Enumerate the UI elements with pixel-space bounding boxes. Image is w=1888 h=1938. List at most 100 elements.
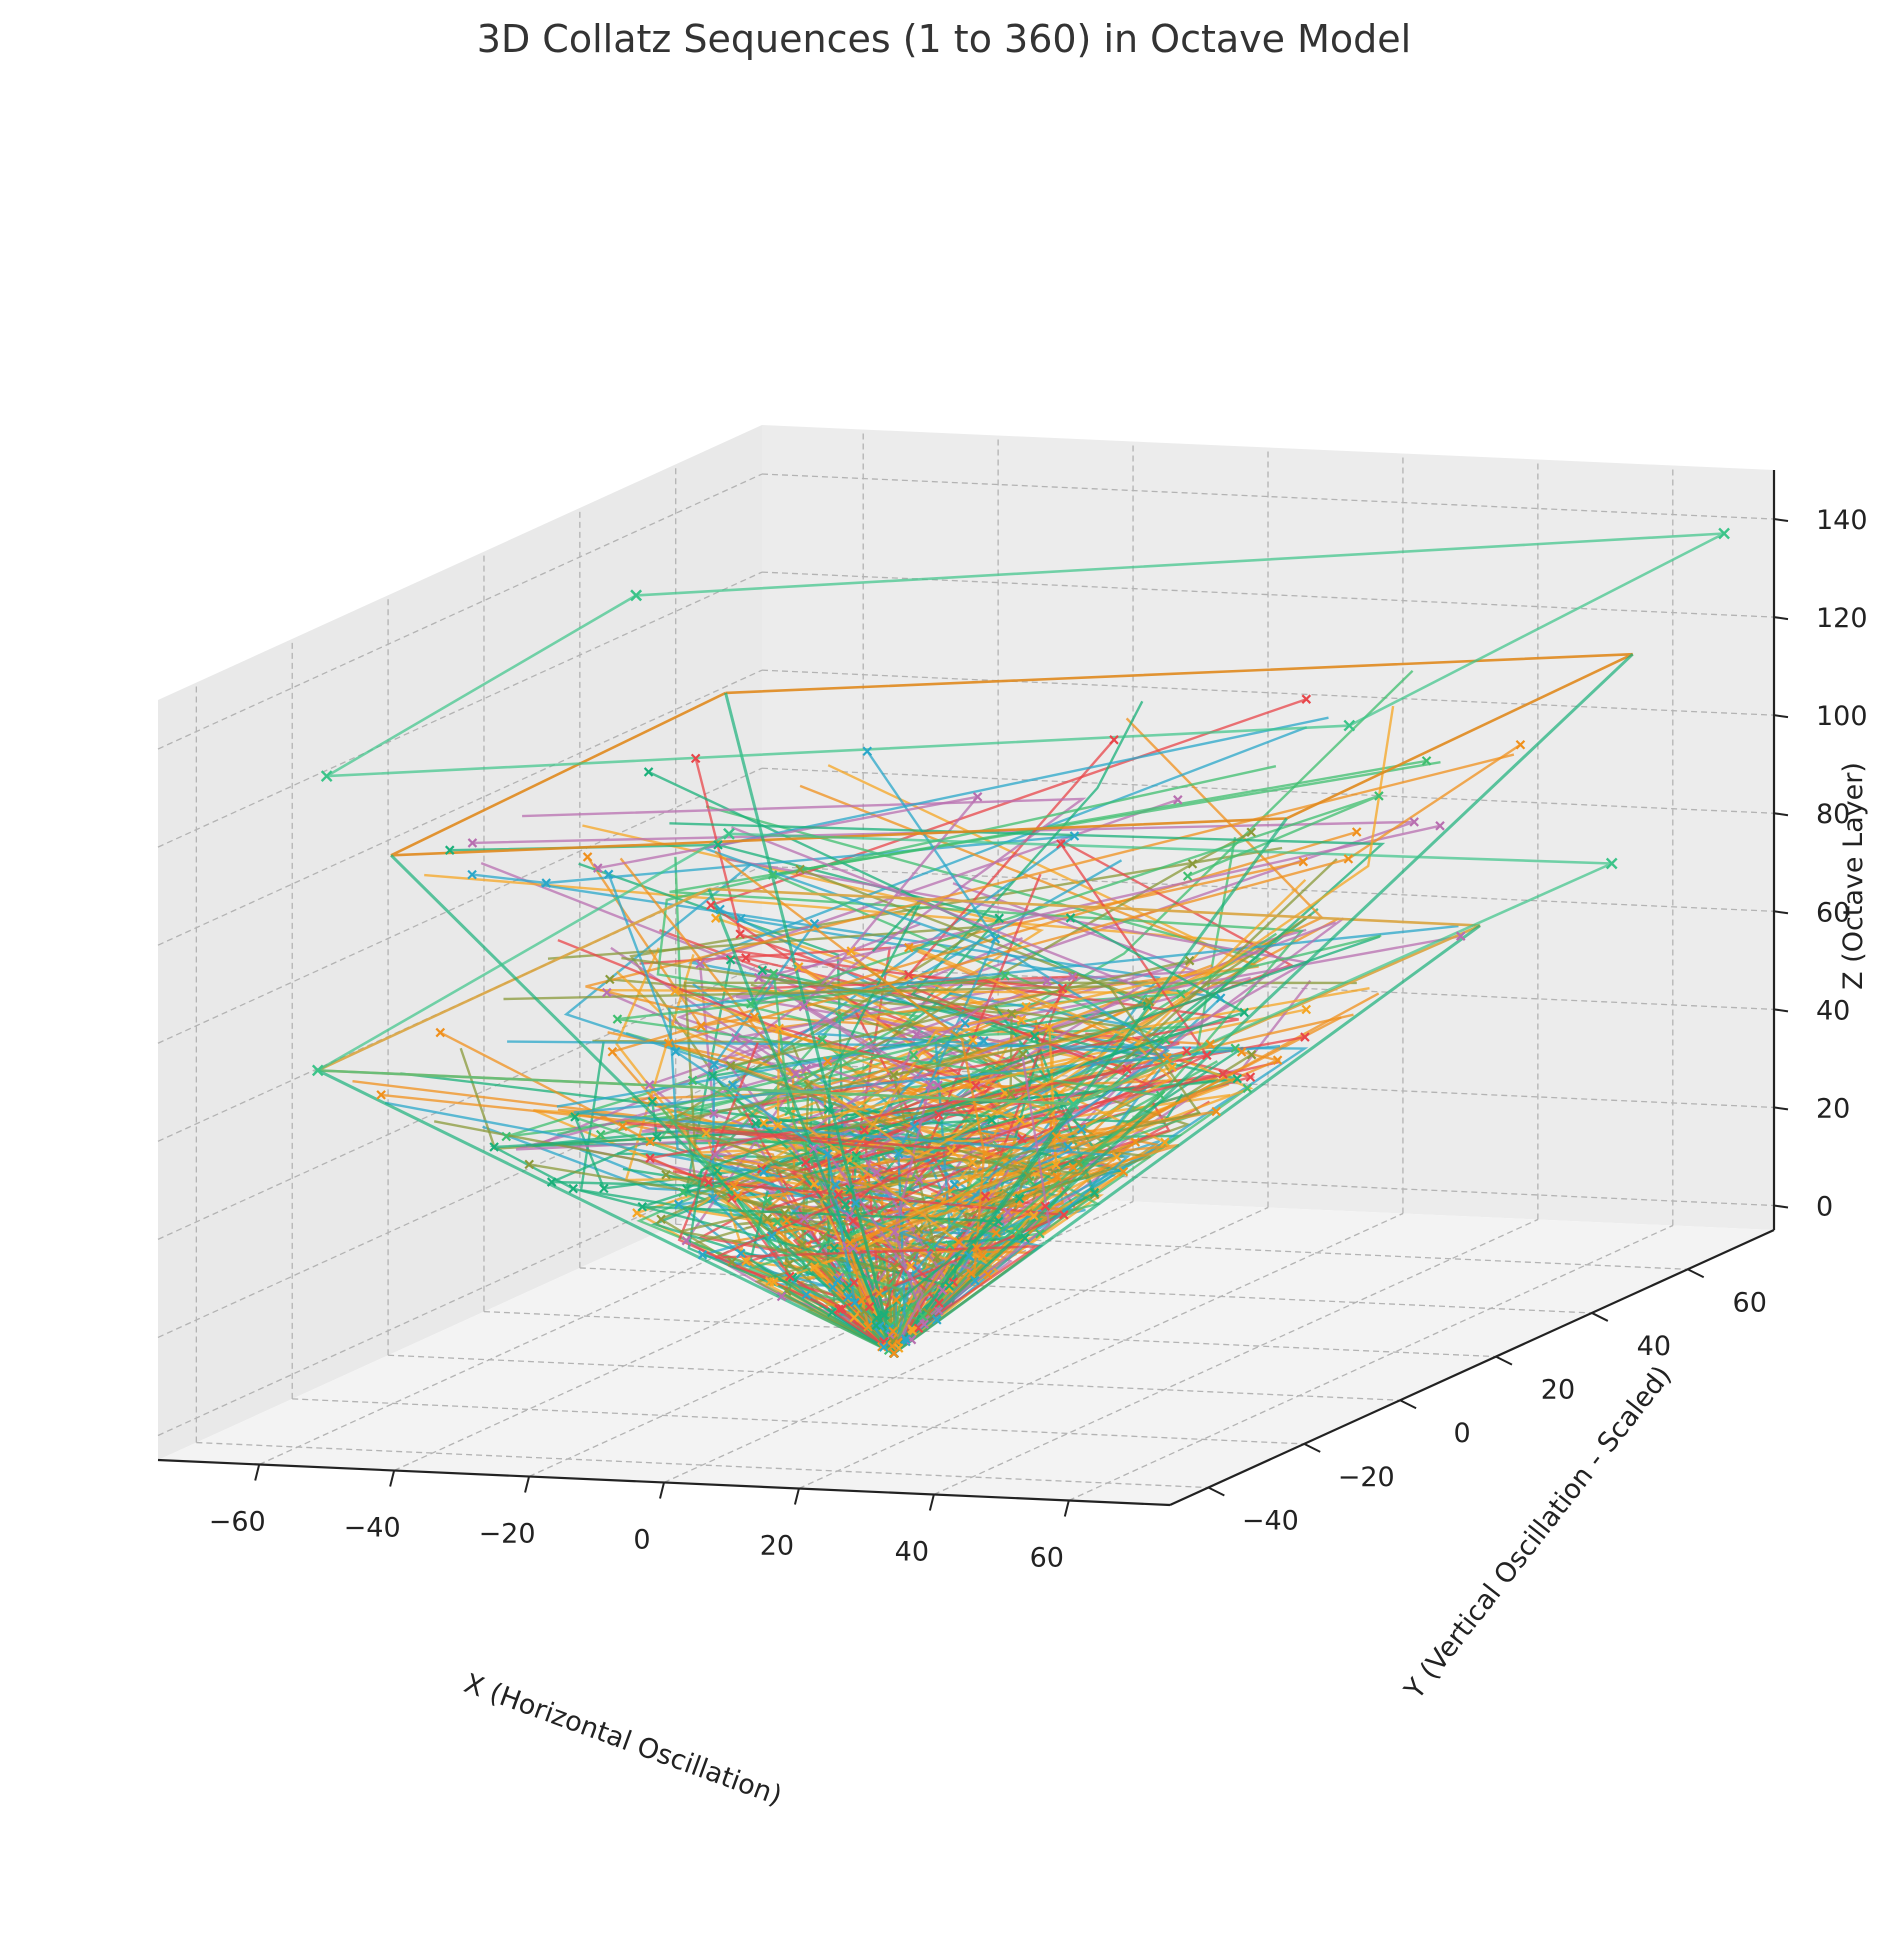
- gridline-z-back: [761, 1061, 1775, 1109]
- series-line: [677, 1042, 895, 1355]
- gridline-z-left: [157, 473, 763, 750]
- data-point-marker: [1242, 1083, 1253, 1094]
- data-point-marker: [795, 864, 805, 875]
- data-point-marker: [809, 918, 820, 929]
- data-point-marker: [946, 1146, 956, 1156]
- x-tick-mark: [928, 1494, 935, 1511]
- data-point-marker: [918, 1311, 928, 1322]
- series-line: [641, 916, 1248, 1354]
- data-point-marker: [822, 1149, 833, 1159]
- data-point-marker: [1202, 1050, 1212, 1061]
- data-point-marker: [1167, 1062, 1178, 1072]
- data-point-marker: [823, 1104, 834, 1115]
- data-point-marker: [607, 1046, 618, 1057]
- data-point-marker: [1130, 1137, 1141, 1147]
- data-point-marker: [991, 1228, 1001, 1238]
- data-point-marker: [933, 1080, 943, 1090]
- data-point-marker: [970, 1080, 981, 1091]
- data-point-marker: [905, 1261, 916, 1272]
- x-tick-label: 20: [760, 1531, 794, 1562]
- data-point-marker: [1109, 735, 1119, 745]
- data-point-marker: [889, 1227, 900, 1237]
- data-point-marker: [729, 1181, 739, 1191]
- data-point-marker: [1298, 856, 1309, 867]
- data-point-marker: [987, 1115, 997, 1125]
- data-point-marker: [972, 1243, 982, 1253]
- data-point-marker: [681, 1235, 692, 1246]
- data-point-marker: [1029, 1211, 1039, 1221]
- data-point-marker: [889, 1348, 899, 1358]
- data-point-marker: [817, 1034, 828, 1045]
- x-tick-label: −20: [479, 1519, 536, 1550]
- y-tick-mark: [1399, 1399, 1417, 1410]
- data-point-marker: [746, 999, 756, 1009]
- data-point-marker: [798, 1001, 809, 1012]
- data-point-marker: [862, 746, 873, 757]
- data-point-marker: [864, 1301, 875, 1312]
- data-point-marker: [960, 1018, 970, 1029]
- series-line: [893, 913, 1312, 1355]
- data-point-marker: [901, 1336, 911, 1347]
- data-point-marker: [697, 1250, 708, 1260]
- data-point-marker: [889, 1262, 900, 1273]
- series-line: [747, 794, 1380, 1354]
- data-point-marker: [541, 878, 552, 888]
- data-point-marker: [1343, 854, 1354, 864]
- data-point-marker: [934, 1110, 944, 1120]
- data-point-marker: [980, 1191, 991, 1201]
- data-point-marker: [1067, 1098, 1080, 1110]
- data-point-marker: [1018, 1049, 1028, 1060]
- data-point-marker: [727, 1080, 738, 1090]
- gridline-z-left: [157, 669, 763, 946]
- data-point-marker: [901, 1334, 911, 1344]
- data-point-marker: [599, 1183, 609, 1194]
- data-point-marker: [1144, 997, 1155, 1007]
- data-point-marker: [759, 1166, 769, 1177]
- data-point-marker: [888, 1070, 899, 1081]
- data-point-marker: [570, 1112, 580, 1122]
- data-point-marker: [801, 1063, 812, 1074]
- data-point-marker: [1111, 1152, 1122, 1162]
- data-point-marker: [871, 1320, 881, 1331]
- data-point-marker: [944, 1280, 955, 1291]
- series-line: [811, 996, 995, 1354]
- data-point-marker: [1351, 827, 1362, 837]
- data-point-marker: [845, 1184, 855, 1195]
- data-point-marker: [934, 1298, 944, 1308]
- data-point-marker: [797, 1240, 808, 1250]
- data-point-marker: [800, 1157, 811, 1168]
- gridline-y-floor: [292, 1398, 1305, 1445]
- data-point-marker: [846, 946, 857, 956]
- data-point-marker: [834, 1304, 844, 1314]
- data-point-marker: [790, 1069, 801, 1079]
- data-point-marker: [467, 838, 478, 848]
- data-point-marker: [444, 845, 455, 855]
- z-tick-mark: [1773, 812, 1789, 817]
- data-point-marker: [1155, 1090, 1166, 1101]
- data-point-marker: [879, 1310, 889, 1320]
- data-point-marker: [848, 1216, 858, 1226]
- data-point-marker: [831, 1180, 841, 1190]
- data-point-marker: [687, 1075, 698, 1086]
- data-point-marker: [735, 1248, 746, 1259]
- z-tick-label: 40: [1816, 995, 1850, 1026]
- axes-panes: [158, 425, 1774, 1505]
- data-point-marker: [809, 1262, 820, 1272]
- data-point-marker: [871, 1313, 882, 1323]
- data-point-marker: [1455, 931, 1466, 941]
- z-tick-mark: [1773, 616, 1789, 621]
- data-point-marker: [822, 1056, 833, 1066]
- data-point-marker: [983, 1269, 993, 1280]
- z-axis-label: Z (Octave Layer): [1838, 762, 1869, 990]
- data-point-marker: [725, 1060, 736, 1071]
- data-point-marker: [1515, 739, 1526, 750]
- data-point-marker: [1162, 1053, 1172, 1063]
- data-point-marker: [489, 1142, 499, 1152]
- data-point-marker: [1005, 1089, 1016, 1099]
- data-point-marker: [435, 1027, 446, 1038]
- data-point-marker: [524, 1159, 534, 1170]
- chart-title: 3D Collatz Sequences (1 to 360) in Octav…: [477, 17, 1411, 61]
- x-tick-mark: [389, 1470, 396, 1487]
- data-point-marker: [1016, 1015, 1027, 1025]
- data-point-marker: [749, 1012, 760, 1022]
